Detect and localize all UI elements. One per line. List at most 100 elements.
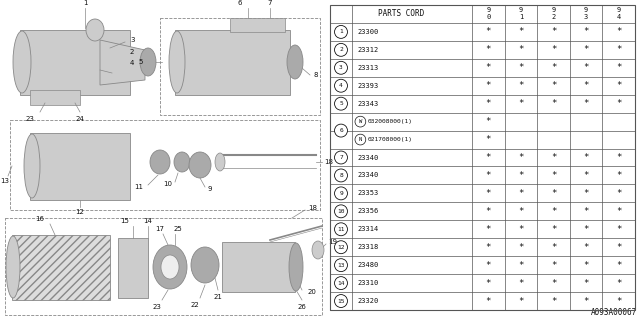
Text: *: * [616, 225, 621, 234]
Text: *: * [551, 63, 556, 72]
Text: 23310: 23310 [357, 280, 378, 286]
Ellipse shape [140, 48, 156, 76]
Text: 23314: 23314 [357, 226, 378, 232]
Polygon shape [118, 238, 148, 298]
Text: *: * [616, 45, 621, 54]
Text: 15: 15 [120, 218, 129, 224]
Text: 13: 13 [1, 178, 10, 184]
Text: *: * [584, 207, 589, 216]
Text: 9
1: 9 1 [519, 7, 523, 20]
Text: *: * [584, 63, 589, 72]
Text: 16: 16 [35, 216, 45, 222]
Text: 23312: 23312 [357, 47, 378, 53]
Text: 4: 4 [339, 83, 343, 88]
Ellipse shape [24, 134, 40, 198]
Text: 25: 25 [173, 226, 182, 232]
Text: 23: 23 [152, 304, 161, 310]
Ellipse shape [153, 245, 187, 289]
Text: 23340: 23340 [357, 155, 378, 161]
Text: *: * [616, 243, 621, 252]
Text: 15: 15 [337, 299, 345, 304]
Text: 10: 10 [163, 181, 172, 187]
Text: 8: 8 [314, 72, 319, 78]
Text: *: * [616, 207, 621, 216]
Text: *: * [616, 81, 621, 90]
Text: *: * [584, 189, 589, 198]
Circle shape [335, 44, 348, 56]
Circle shape [335, 276, 348, 290]
Text: *: * [616, 279, 621, 288]
Text: *: * [551, 279, 556, 288]
Ellipse shape [191, 247, 219, 283]
Text: 23313: 23313 [357, 65, 378, 71]
Text: *: * [518, 45, 524, 54]
Text: *: * [486, 45, 491, 54]
Ellipse shape [6, 236, 20, 298]
Text: *: * [616, 171, 621, 180]
Circle shape [335, 241, 348, 254]
Text: *: * [616, 63, 621, 72]
Text: *: * [486, 243, 491, 252]
Text: *: * [486, 189, 491, 198]
Circle shape [335, 205, 348, 218]
Text: *: * [518, 81, 524, 90]
Polygon shape [30, 90, 80, 105]
Ellipse shape [287, 45, 303, 79]
Text: 23343: 23343 [357, 101, 378, 107]
Text: *: * [584, 225, 589, 234]
Text: *: * [616, 28, 621, 36]
Text: *: * [551, 243, 556, 252]
Text: *: * [551, 207, 556, 216]
Circle shape [335, 124, 348, 137]
Text: *: * [551, 261, 556, 270]
Text: *: * [518, 279, 524, 288]
Text: *: * [551, 189, 556, 198]
Ellipse shape [289, 243, 303, 291]
Text: *: * [584, 153, 589, 162]
Text: *: * [616, 99, 621, 108]
Text: 21: 21 [214, 294, 223, 300]
Polygon shape [100, 40, 145, 85]
Text: *: * [518, 261, 524, 270]
Text: 20: 20 [308, 289, 317, 295]
Text: 12: 12 [76, 209, 84, 215]
Text: N: N [359, 137, 362, 142]
Text: *: * [584, 81, 589, 90]
Circle shape [335, 97, 348, 110]
Text: *: * [486, 99, 491, 108]
Text: 2: 2 [130, 49, 134, 55]
Text: *: * [584, 45, 589, 54]
Text: *: * [518, 153, 524, 162]
Text: *: * [584, 261, 589, 270]
Text: 2: 2 [339, 47, 343, 52]
Text: *: * [551, 28, 556, 36]
Text: *: * [616, 189, 621, 198]
Circle shape [335, 223, 348, 236]
Text: *: * [518, 63, 524, 72]
Text: 1: 1 [83, 0, 87, 6]
Text: *: * [584, 99, 589, 108]
Text: *: * [551, 81, 556, 90]
Polygon shape [222, 242, 295, 292]
Text: 23: 23 [26, 116, 35, 122]
Text: *: * [518, 171, 524, 180]
Polygon shape [12, 235, 110, 300]
Ellipse shape [169, 31, 185, 93]
Circle shape [355, 134, 366, 145]
Text: *: * [486, 135, 491, 144]
Text: *: * [584, 171, 589, 180]
Text: *: * [486, 225, 491, 234]
Text: 23356: 23356 [357, 208, 378, 214]
Ellipse shape [215, 153, 225, 171]
Polygon shape [175, 30, 290, 95]
Circle shape [335, 79, 348, 92]
Text: *: * [486, 171, 491, 180]
Text: 8: 8 [339, 173, 343, 178]
Text: 11: 11 [134, 184, 143, 190]
Text: PARTS CORD: PARTS CORD [378, 10, 424, 19]
Text: 18: 18 [308, 205, 317, 211]
Text: *: * [584, 28, 589, 36]
Text: 4: 4 [130, 60, 134, 66]
Text: 7: 7 [339, 155, 343, 160]
Text: 23480: 23480 [357, 262, 378, 268]
